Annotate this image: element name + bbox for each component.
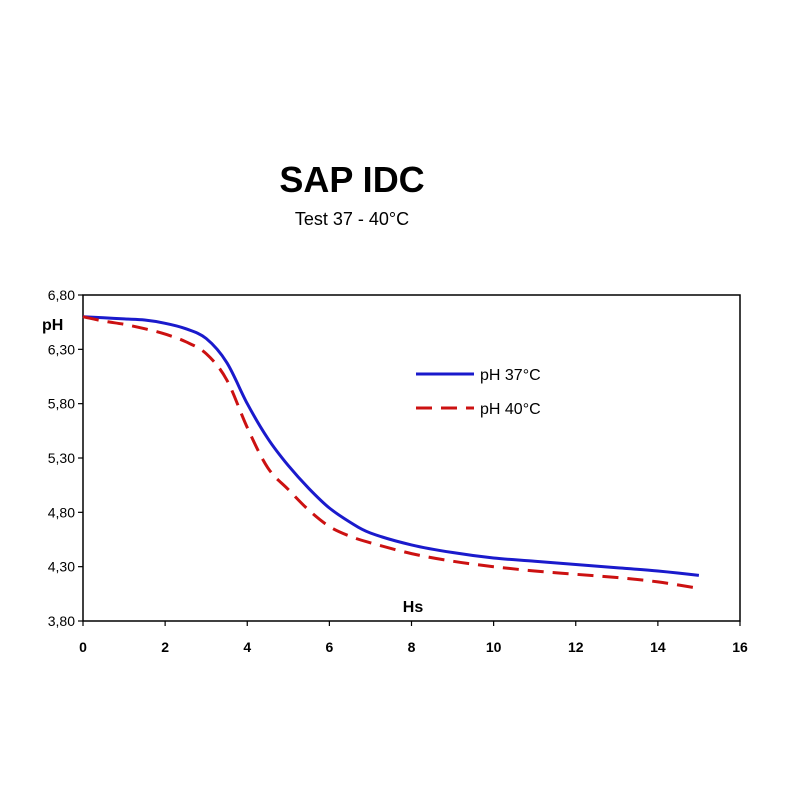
- x-tick-label: 6: [325, 639, 333, 655]
- y-tick-label: 4,30: [48, 559, 75, 575]
- series-layer: [82, 315, 700, 590]
- x-tick-label: 12: [568, 639, 584, 655]
- series-line-2: [82, 315, 700, 590]
- x-tick-label: 16: [732, 639, 748, 655]
- y-axis: 3,80 4,30 4,80 5,30 5,80 6,30 6,80: [48, 287, 83, 629]
- x-tick-label: 10: [486, 639, 502, 655]
- legend-label-2: pH 40°C: [480, 401, 541, 418]
- y-tick-label: 3,80: [48, 613, 75, 629]
- x-axis: 0 2 4 6 8 10 12 14 16: [79, 621, 748, 655]
- plot-area: [82, 294, 741, 622]
- chart-subtitle: Test 37 - 40°C: [295, 209, 409, 229]
- chart-title: SAP IDC: [279, 159, 424, 200]
- y-tick-label: 5,30: [48, 450, 75, 466]
- legend-label-1: pH 37°C: [480, 367, 541, 384]
- legend: pH 37°C pH 40°C: [416, 367, 541, 418]
- y-tick-label: 6,80: [48, 287, 75, 303]
- y-tick-label: 5,80: [48, 396, 75, 412]
- x-tick-label: 0: [79, 639, 87, 655]
- x-tick-label: 2: [161, 639, 169, 655]
- y-tick-label: 4,80: [48, 504, 75, 520]
- series-line-1: [82, 315, 700, 577]
- x-axis-label: Hs: [403, 599, 424, 616]
- x-tick-label: 8: [408, 639, 416, 655]
- x-tick-label: 14: [650, 639, 666, 655]
- y-axis-label: pH: [42, 317, 63, 334]
- y-tick-label: 6,30: [48, 341, 75, 357]
- x-tick-label: 4: [243, 639, 251, 655]
